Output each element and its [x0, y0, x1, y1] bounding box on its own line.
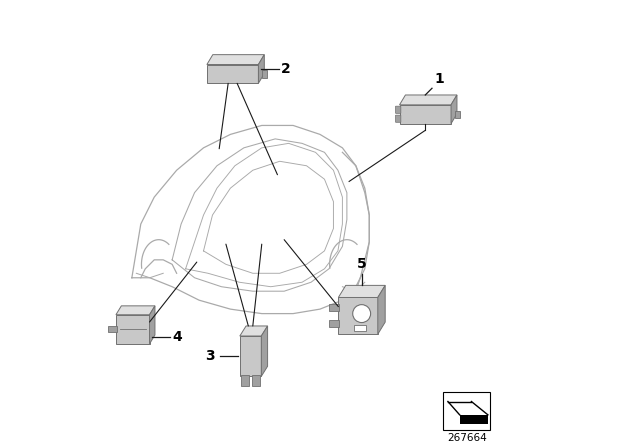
Text: 267664: 267664 [447, 433, 486, 443]
Bar [353, 325, 366, 331]
Polygon shape [399, 95, 457, 105]
Polygon shape [116, 314, 150, 344]
Polygon shape [261, 326, 268, 376]
Polygon shape [207, 65, 259, 83]
Circle shape [353, 305, 371, 323]
Bar [454, 111, 460, 118]
Bar [241, 375, 249, 386]
Polygon shape [259, 55, 264, 83]
Polygon shape [460, 415, 488, 424]
Bar [330, 320, 339, 327]
Bar [262, 70, 268, 78]
Polygon shape [116, 306, 155, 314]
FancyBboxPatch shape [396, 106, 401, 113]
Bar [108, 326, 117, 332]
Polygon shape [240, 326, 268, 336]
Polygon shape [378, 285, 385, 334]
Polygon shape [451, 95, 457, 124]
Polygon shape [339, 285, 385, 297]
Text: 5: 5 [357, 257, 367, 271]
Bar [443, 392, 490, 430]
Polygon shape [150, 306, 155, 344]
FancyBboxPatch shape [396, 115, 401, 122]
Bar [330, 304, 339, 311]
Text: 2: 2 [281, 62, 291, 76]
Text: 4: 4 [172, 330, 182, 344]
Text: 3: 3 [205, 349, 215, 363]
Polygon shape [240, 336, 261, 376]
Polygon shape [207, 55, 264, 65]
Polygon shape [399, 105, 451, 124]
Bar [252, 375, 260, 386]
Polygon shape [339, 297, 378, 334]
Text: 1: 1 [435, 72, 444, 86]
